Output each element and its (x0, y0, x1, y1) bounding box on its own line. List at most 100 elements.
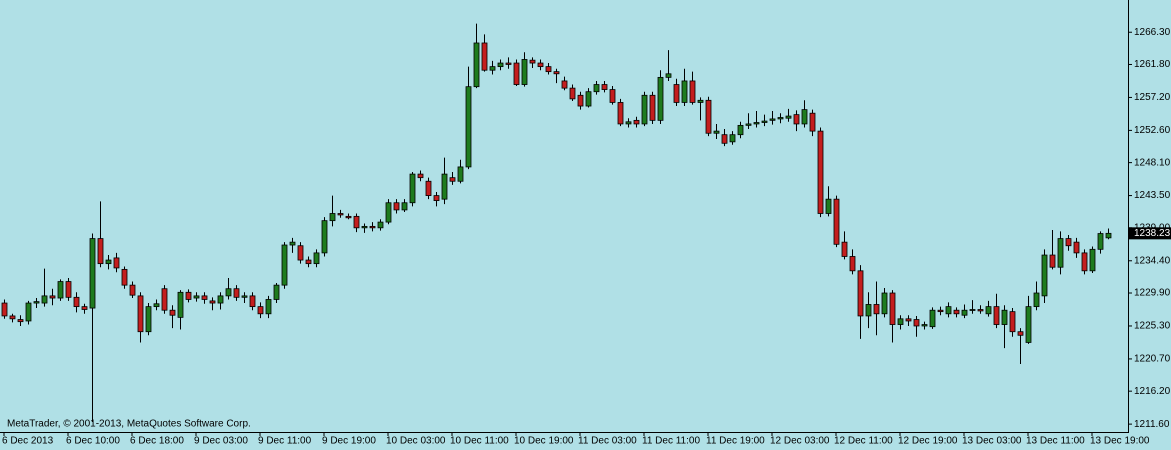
candle-body (577, 94, 584, 107)
x-tick-label: 10 Dec 19:00 (514, 436, 574, 447)
candle-body (625, 121, 632, 125)
candle-body (705, 99, 712, 134)
candle-body (441, 173, 448, 200)
candle-body (697, 99, 704, 103)
x-tick-label: 13 Dec 19:00 (1090, 436, 1150, 447)
candle-body (745, 123, 752, 126)
candle-body (601, 84, 608, 90)
candle-body (425, 180, 432, 196)
candle-body (1017, 331, 1024, 336)
x-tick-label: 11 Dec 11:00 (642, 436, 700, 447)
candle-body (401, 202, 408, 211)
candle-body (793, 114, 800, 125)
candle-body (1081, 252, 1088, 272)
y-tick-label: 1225.30 (1134, 321, 1171, 332)
candle-body (217, 295, 224, 304)
candle-body (73, 296, 80, 308)
candle-body (561, 80, 568, 89)
candle-body (545, 66, 552, 73)
candle-body (553, 71, 560, 75)
y-tick-label: 1220.70 (1134, 354, 1171, 365)
candle-body (105, 259, 112, 265)
candle-body (329, 213, 336, 222)
x-tick-label: 6 Dec 10:00 (66, 436, 120, 447)
candle-body (841, 241, 848, 257)
candle-body (1089, 248, 1096, 272)
y-tick-label: 1216.20 (1134, 386, 1171, 397)
candle-body (1097, 233, 1104, 250)
candle-body (297, 245, 304, 261)
candle-body (257, 306, 264, 315)
candle-body (657, 76, 664, 121)
candle-body (481, 42, 488, 71)
candle-body (849, 256, 856, 272)
candle-body (17, 319, 24, 323)
last-price-label: 1238.23 (1134, 228, 1171, 239)
candle-body (473, 42, 480, 88)
x-tick-label: 11 Dec 03:00 (578, 436, 637, 447)
y-tick-label: 1234.40 (1134, 255, 1171, 266)
candle-body (369, 225, 376, 229)
candle-body (1033, 292, 1040, 308)
candle-body (873, 304, 880, 315)
candle-body (281, 244, 288, 286)
candle-body (129, 284, 136, 296)
candle-body (497, 62, 504, 68)
candle-body (521, 59, 528, 85)
candle-body (377, 221, 384, 229)
candle-body (169, 309, 176, 316)
y-tick-label: 1229.90 (1134, 288, 1171, 299)
candle-body (1057, 238, 1064, 268)
watermark: MetaTrader, © 2001-2013, MetaQuotes Soft… (7, 419, 251, 430)
candle-body (225, 288, 232, 297)
candle-body (145, 306, 152, 333)
candle-body (233, 288, 240, 298)
candle-body (153, 303, 160, 308)
candle-body (209, 300, 216, 304)
candle-body (529, 59, 536, 64)
candle-body (241, 295, 248, 298)
candle-body (961, 309, 968, 316)
candle-body (665, 73, 672, 78)
candle-body (409, 173, 416, 204)
candle-body (913, 319, 920, 327)
candle-body (681, 80, 688, 103)
candle-body (737, 124, 744, 136)
candle-body (977, 309, 984, 312)
candle-body (1065, 238, 1072, 247)
candle-body (513, 62, 520, 85)
last-price-box (1129, 227, 1171, 240)
candle-body (761, 120, 768, 123)
candle-body (433, 195, 440, 201)
candle-body (753, 122, 760, 125)
candle-body (809, 112, 816, 132)
candle-body (1105, 232, 1112, 239)
candle-body (609, 89, 616, 103)
x-tick-label: 9 Dec 11:00 (258, 436, 312, 447)
candle-body (785, 115, 792, 119)
candle-body (49, 295, 56, 299)
candle-body (1073, 241, 1080, 254)
candle-body (65, 281, 72, 298)
candle-body (457, 166, 464, 182)
candle-body (97, 238, 104, 265)
candle-body (689, 80, 696, 103)
x-tick-label: 9 Dec 03:00 (194, 436, 248, 447)
candle-body (33, 301, 40, 304)
candle-body (177, 291, 184, 318)
candle-body (769, 118, 776, 121)
candle-body (729, 134, 736, 143)
candle-body (385, 202, 392, 223)
candle-body (777, 117, 784, 120)
candle-body (713, 130, 720, 134)
candle-body (1049, 254, 1056, 268)
candle-body (345, 215, 352, 219)
candle-body (137, 295, 144, 333)
candle-body (393, 202, 400, 211)
candle-body (945, 306, 952, 315)
x-tick-label: 10 Dec 11:00 (450, 436, 509, 447)
candle-body (937, 309, 944, 313)
candle-body (1, 302, 8, 317)
